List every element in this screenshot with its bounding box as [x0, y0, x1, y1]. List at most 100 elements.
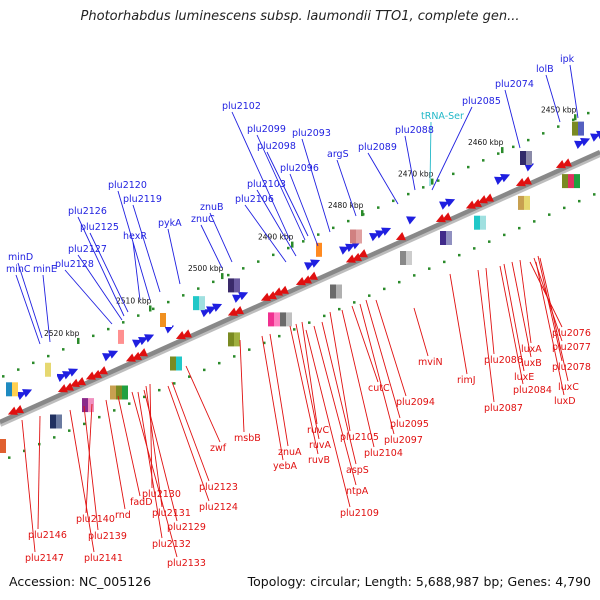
- forward-gene-box[interactable]: [316, 242, 328, 257]
- forward-gene-arrow[interactable]: [439, 198, 451, 210]
- reverse-gene-label[interactable]: rnd: [115, 510, 131, 521]
- reverse-gene-label[interactable]: plu2076: [552, 328, 591, 339]
- reverse-gene-box[interactable]: [440, 231, 452, 245]
- forward-gene-box[interactable]: [572, 121, 584, 136]
- forward-gene-label[interactable]: plu2099: [247, 124, 286, 135]
- forward-gene-box[interactable]: [45, 362, 57, 377]
- reverse-gene-label[interactable]: mviN: [418, 357, 443, 368]
- forward-gene-label[interactable]: plu2096: [280, 163, 319, 174]
- forward-gene-label[interactable]: plu2127: [68, 244, 107, 255]
- forward-gene-arrow[interactable]: [56, 370, 68, 383]
- reverse-gene-label[interactable]: msbB: [234, 433, 261, 444]
- forward-gene-label[interactable]: minD: [8, 252, 33, 263]
- forward-gene-label[interactable]: plu2128: [55, 259, 94, 270]
- forward-gene-box[interactable]: [118, 329, 130, 344]
- reverse-gene-label[interactable]: plu2141: [84, 553, 123, 564]
- trna-label[interactable]: tRNA-Ser: [421, 111, 464, 122]
- reverse-gene-arrow[interactable]: [232, 305, 244, 318]
- reverse-gene-arrow[interactable]: [62, 382, 74, 394]
- reverse-gene-label[interactable]: luxA: [521, 344, 542, 355]
- forward-gene-arrow[interactable]: [144, 331, 156, 343]
- forward-gene-arrow[interactable]: [238, 288, 250, 301]
- forward-gene-label[interactable]: plu2106: [235, 194, 274, 205]
- reverse-gene-box[interactable]: [110, 385, 128, 400]
- forward-gene-label[interactable]: plu2126: [68, 206, 107, 217]
- reverse-gene-label[interactable]: yebA: [273, 461, 297, 472]
- forward-gene-label[interactable]: plu2120: [108, 180, 147, 191]
- forward-gene-arrow[interactable]: [16, 388, 28, 401]
- forward-gene-box[interactable]: [160, 313, 172, 327]
- forward-gene-arrow[interactable]: [500, 170, 512, 183]
- reverse-gene-label[interactable]: plu2123: [199, 482, 238, 493]
- reverse-gene-label[interactable]: ntpA: [346, 486, 369, 497]
- forward-gene-arrow[interactable]: [445, 195, 457, 208]
- forward-gene-arrow[interactable]: [304, 259, 316, 271]
- reverse-gene-box[interactable]: [474, 215, 486, 230]
- reverse-gene-arrow[interactable]: [136, 348, 148, 360]
- reverse-gene-label[interactable]: ruvA: [309, 440, 332, 451]
- reverse-gene-arrow[interactable]: [130, 351, 142, 364]
- forward-gene-box[interactable]: [6, 382, 18, 397]
- reverse-gene-box[interactable]: [170, 356, 182, 371]
- forward-gene-arrow[interactable]: [580, 134, 592, 147]
- reverse-gene-box[interactable]: [400, 251, 412, 265]
- reverse-gene-label[interactable]: plu2077: [552, 342, 591, 353]
- reverse-gene-label[interactable]: plu2133: [167, 558, 206, 569]
- forward-gene-arrow[interactable]: [138, 333, 150, 346]
- forward-gene-arrow[interactable]: [206, 303, 218, 315]
- forward-gene-label[interactable]: plu2085: [462, 96, 501, 107]
- forward-gene-label[interactable]: plu2089: [358, 142, 397, 153]
- reverse-gene-box[interactable]: [50, 414, 62, 429]
- reverse-gene-box[interactable]: [518, 195, 530, 210]
- reverse-gene-box[interactable]: [82, 398, 94, 413]
- reverse-gene-label[interactable]: luxD: [554, 396, 576, 407]
- forward-gene-box[interactable]: [193, 296, 205, 311]
- forward-gene-box[interactable]: [350, 229, 362, 244]
- reverse-gene-arrow[interactable]: [90, 369, 102, 382]
- forward-gene-arrow[interactable]: [494, 173, 506, 185]
- reverse-gene-label[interactable]: plu2109: [340, 508, 379, 519]
- forward-gene-label[interactable]: ipk: [560, 54, 575, 65]
- forward-gene-label[interactable]: pykA: [158, 218, 182, 229]
- reverse-gene-label[interactable]: plu2104: [364, 448, 403, 459]
- reverse-gene-label[interactable]: fadD: [130, 497, 153, 508]
- forward-gene-arrow[interactable]: [345, 240, 357, 253]
- forward-gene-label[interactable]: znuC: [191, 214, 215, 225]
- reverse-gene-arrow[interactable]: [470, 198, 482, 211]
- reverse-gene-arrow[interactable]: [440, 212, 452, 224]
- forward-gene-label[interactable]: lolB: [536, 64, 554, 75]
- reverse-gene-label[interactable]: cutC: [368, 383, 390, 394]
- reverse-gene-label[interactable]: plu2139: [88, 531, 127, 542]
- reverse-gene-label[interactable]: znuA: [278, 447, 302, 458]
- reverse-gene-arrow[interactable]: [12, 404, 24, 417]
- reverse-gene-arrow[interactable]: [350, 252, 362, 265]
- forward-gene-label[interactable]: plu2093: [292, 128, 331, 139]
- forward-gene-arrow[interactable]: [68, 365, 80, 377]
- forward-gene-arrow[interactable]: [339, 243, 351, 255]
- forward-gene-arrow[interactable]: [232, 291, 244, 303]
- reverse-gene-box[interactable]: [268, 312, 292, 327]
- reverse-gene-arrow[interactable]: [277, 285, 289, 298]
- forward-gene-label[interactable]: plu2088: [395, 125, 434, 136]
- reverse-gene-box[interactable]: [330, 284, 342, 299]
- forward-gene-arrow[interactable]: [524, 160, 536, 172]
- forward-gene-arrow[interactable]: [212, 300, 224, 312]
- reverse-gene-label[interactable]: rimJ: [457, 375, 476, 386]
- forward-gene-arrow[interactable]: [369, 229, 381, 242]
- reverse-gene-label[interactable]: plu2078: [552, 362, 591, 373]
- forward-gene-arrow[interactable]: [164, 322, 176, 334]
- forward-gene-label[interactable]: plu2074: [495, 79, 534, 90]
- forward-gene-box[interactable]: [228, 278, 240, 293]
- reverse-gene-label[interactable]: luxE: [514, 372, 534, 383]
- reverse-gene-label[interactable]: plu2146: [28, 530, 67, 541]
- reverse-gene-arrow[interactable]: [180, 329, 192, 341]
- forward-gene-label[interactable]: hexR: [123, 231, 147, 242]
- forward-gene-box[interactable]: [520, 151, 532, 165]
- reverse-gene-label[interactable]: plu2105: [340, 432, 379, 443]
- reverse-gene-label[interactable]: plu2131: [152, 508, 191, 519]
- reverse-gene-label[interactable]: luxB: [521, 358, 542, 369]
- reverse-gene-label[interactable]: ruvB: [308, 455, 330, 466]
- reverse-gene-arrow[interactable]: [74, 377, 86, 389]
- reverse-gene-label[interactable]: ruvC: [307, 425, 330, 436]
- reverse-gene-box[interactable]: [0, 439, 12, 453]
